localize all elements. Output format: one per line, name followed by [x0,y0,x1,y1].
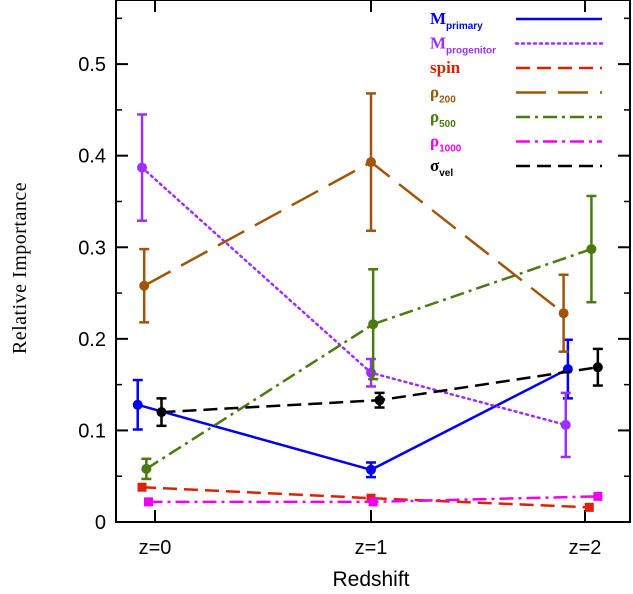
y-axis-title: Relative Importance [9,182,31,354]
data-point [137,482,147,492]
series-mprimary [132,338,573,479]
y-tick-label: 0.2 [78,329,106,351]
series-spin [137,482,594,512]
legend-label: ρ200 [430,83,456,106]
series-mprogenitor [137,113,571,459]
series-line-mprogenitor [140,166,567,427]
y-axis: 0 0.1 0.2 0.3 0.4 0.5 [78,17,630,534]
x-axis-title: Redshift [332,568,409,591]
series-line-rho500 [145,247,592,470]
series-line-mprimary [137,367,569,472]
y-tick-label: 0.4 [78,146,106,168]
data-point [586,244,597,255]
legend-item-mprimary: Mprimary [430,9,602,32]
series-rho200 [139,92,569,353]
series-layer [132,92,603,512]
x-tick-label: z=1 [355,537,388,559]
series-line-spin [141,485,590,509]
data-point [560,419,571,430]
legend-label: Mprogenitor [430,34,496,57]
data-point [137,162,148,173]
data-point [592,362,603,373]
series-line-rho200 [143,160,565,315]
data-point [141,463,152,474]
y-tick-label: 0 [95,512,106,534]
series-rho1000 [144,491,603,507]
x-tick-label: z=2 [569,537,602,559]
series-sigmavel [156,347,603,428]
data-point [139,280,150,291]
legend-label: ρ1000 [430,132,462,155]
data-point [374,395,385,406]
data-point [366,464,376,475]
legend-item-rho200: ρ200 [430,83,602,106]
legend-item-spin: spin [430,58,602,77]
data-point [584,502,594,512]
legend-item-mprogenitor: Mprogenitor [430,34,604,57]
data-point [368,497,378,507]
x-tick-label: z=0 [139,537,172,559]
legend-label: ρ500 [430,107,456,130]
legend-label: spin [430,58,461,77]
series-rho500 [141,194,597,481]
x-axis: z=0 z=1 z=2 [139,0,602,559]
legend-item-rho1000: ρ1000 [430,132,602,155]
data-point [366,157,376,168]
data-point [366,367,376,378]
data-point [558,308,569,319]
data-point [593,491,603,501]
data-point [132,399,143,410]
data-point [144,497,154,507]
legend-item-sigmavel: σvel [430,156,602,179]
y-tick-label: 0.1 [78,420,106,442]
y-tick-label: 0.3 [78,237,106,259]
data-point [368,319,379,330]
legend-label: σvel [430,156,453,179]
legend-item-rho500: ρ500 [430,107,602,130]
plot-frame [115,0,631,523]
y-tick-label: 0.5 [78,54,106,76]
legend-label: Mprimary [430,9,483,32]
data-point [156,407,167,418]
